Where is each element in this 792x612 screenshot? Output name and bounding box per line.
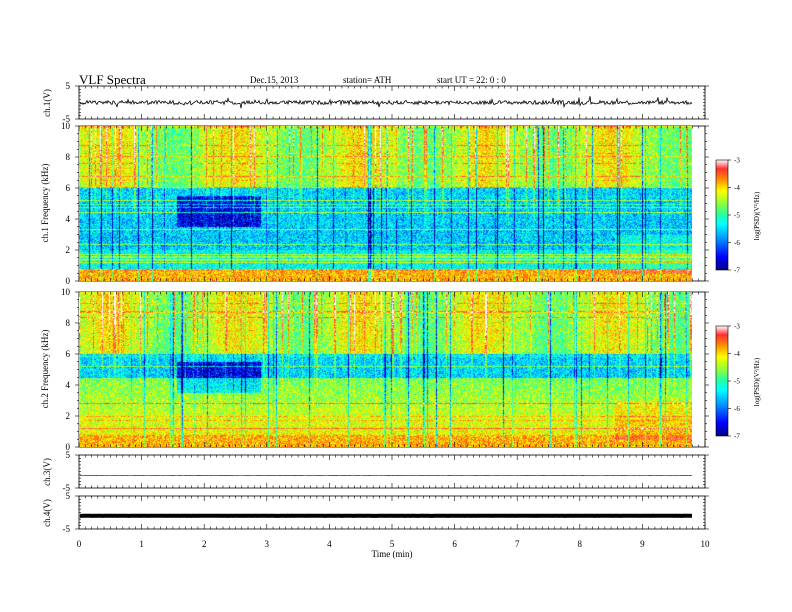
x-tick-label: 10 [701,539,711,549]
colorbar-tick-label: -3 [734,323,740,331]
axis-ticks [75,85,709,530]
y-tick-label: 4 [66,380,71,390]
ch1-spectrogram [79,126,692,281]
y-tick-label: 8 [66,318,71,328]
ch2-colorbar-label: log(PSD)(V²/Hz) [753,357,761,406]
ch1-colorbar-label: log(PSD)(V²/Hz) [753,191,761,240]
y-tick-label: 2 [66,411,71,421]
y-tick-label: 8 [66,152,71,162]
x-tick-label: 3 [265,539,270,549]
colorbar-tick-label: -5 [734,378,740,386]
x-tick-label: 9 [640,539,645,549]
colorbar-tick-label: -5 [734,212,740,220]
y-tick-label: -5 [63,483,71,493]
ch2-spectrogram [79,292,692,447]
x-tick-label: 4 [327,539,332,549]
figure-title: VLF Spectra [79,72,146,87]
y-tick-label: 10 [61,121,71,131]
y-tick-label: 2 [66,245,71,255]
ch1-spec-ylabel: ch.1 Frequency (kHz) [40,164,50,243]
colorbar-tick-label: -4 [734,350,740,358]
y-tick-label: 5 [66,81,71,91]
colorbar-tick-label: -3 [734,157,740,165]
x-tick-label: 1 [139,539,144,549]
y-tick-label: 5 [66,450,71,460]
ch1-ylabel: ch.1(V) [42,89,52,117]
y-tick-label: 6 [66,183,71,193]
start-time-label: start UT = 22: 0 : 0 [437,75,506,85]
colorbar-tick-label: -7 [734,267,740,275]
colorbar-tick-label: -6 [734,405,740,413]
spectrogram-image [79,126,692,281]
x-tick-label: 8 [578,539,583,549]
colorbar-tick-label: -4 [734,184,740,192]
y-tick-label: -5 [63,524,71,534]
ch1-waveform-line [79,96,693,109]
y-tick-label: 4 [66,214,71,224]
spectrogram-image [79,292,692,447]
x-tick-label: 2 [202,539,207,549]
colorbar-tick-label: -7 [734,433,740,441]
date-label: Dec.15, 2013 [250,75,299,85]
y-tick-label: 10 [61,287,71,297]
ch2-colorbar [715,325,729,437]
station-label: station= ATH [343,75,392,85]
ch2-spec-ylabel: ch.2 Frequency (kHz) [40,330,50,409]
ch1-colorbar [715,159,729,271]
y-tick-label: -5 [63,114,71,124]
x-tick-label: 6 [452,539,457,549]
x-axis-label: Time (min) [372,549,413,559]
ch3-ylabel: ch.3(V) [42,458,52,486]
ch3-waveform-frame [78,454,706,489]
x-tick-label: 0 [77,539,82,549]
ch4-ylabel: ch.4(V) [42,499,52,527]
y-tick-label: 5 [66,491,71,501]
y-tick-label: 0 [66,442,71,452]
colorbar-tick-label: -6 [734,239,740,247]
colorbar-ticks: -3 -4 -5 -6 -7 -3 -4 -5 -6 -7 [728,157,740,441]
x-tick-label: 7 [515,539,520,549]
y-tick-label: 0 [66,276,71,286]
y-tick-label: 6 [66,349,71,359]
x-tick-label: 5 [390,539,395,549]
